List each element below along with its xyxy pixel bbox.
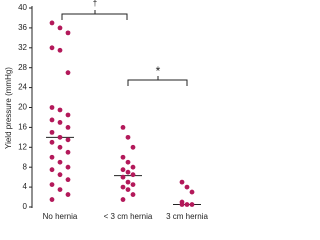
data-point [120,167,126,173]
y-tick-label: 28 [18,63,27,72]
data-point [125,169,131,175]
data-point [125,134,131,140]
data-point [184,184,190,190]
x-tick-label: No hernia [43,212,78,221]
data-point [57,159,63,165]
data-point [57,134,63,140]
data-point [130,164,136,170]
bracket [61,13,128,20]
data-point [49,154,55,160]
data-point [49,45,55,51]
data-point [49,105,55,110]
data-point [179,179,185,185]
y-tick-label: 8 [23,162,28,171]
bracket [127,79,188,86]
data-point [65,112,71,118]
x-tick-label: < 3 cm hernia [104,212,153,221]
data-point [65,137,71,143]
data-point [65,192,71,197]
data-point [184,202,190,207]
data-point [49,20,55,26]
y-tick-label: 24 [18,83,27,92]
data-point [130,144,136,150]
data-point [125,179,131,185]
data-point [49,139,55,145]
data-point [57,107,63,113]
data-point [57,187,63,192]
y-tick-label: 16 [18,123,27,132]
data-point [65,177,71,183]
annotation: † [93,0,97,8]
data-point [130,182,136,188]
x-tick-label: 3 cm hernia [166,212,208,221]
data-point [125,187,131,192]
y-tick-label: 40 [18,3,27,12]
data-point [49,197,55,202]
data-point [189,202,195,207]
data-point [49,117,55,123]
y-tick-label: 20 [18,103,27,112]
data-point [120,154,126,160]
data-point [57,47,63,53]
data-point [120,197,126,202]
y-tick-label: 4 [23,182,28,191]
annotation: * [156,64,161,78]
data-point [120,125,126,130]
chart: Yield pressure (mmHg) † * 0 4 8 12 16 20 24 28 3… [4,0,208,221]
data-point [65,149,71,155]
data-point [120,174,126,180]
y-tick-label: 12 [18,142,27,151]
data-point [49,167,55,173]
data-point [49,182,55,188]
data-point [125,159,131,165]
y-tick-label: 36 [18,23,27,32]
data-point [65,70,71,76]
y-axis-label: Yield pressure (mmHg) [4,67,13,149]
data-point [130,172,136,178]
y-tick-label: 32 [18,43,27,52]
data-point [57,172,63,178]
data-point [57,144,63,150]
data-point [65,30,71,36]
data-point [57,25,63,31]
data-point [57,120,63,125]
data-point [130,192,136,197]
data-point [120,184,126,190]
data-point [65,164,71,170]
data-point [65,125,71,130]
data-point [49,129,55,135]
y-tick-label: 0 [23,202,28,211]
data-point [189,189,195,195]
data-point [179,202,185,207]
